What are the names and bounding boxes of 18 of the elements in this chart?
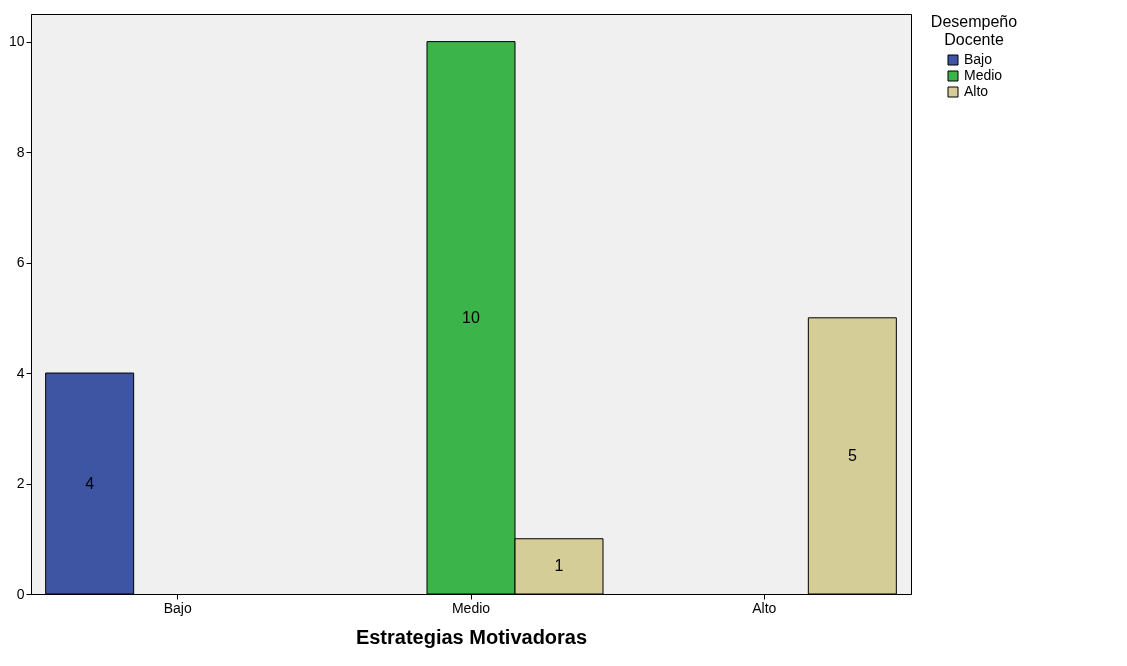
y-tick-label: 6 <box>16 254 25 271</box>
data-label: 1 <box>554 557 564 575</box>
y-tick-label: 2 <box>16 475 25 492</box>
y-tick-label: 10 <box>8 33 25 50</box>
legend-label: Alto <box>964 83 989 99</box>
y-tick-label: 0 <box>16 585 25 602</box>
legend-title: Desempeño Docente <box>930 13 1018 48</box>
legend-label: Bajo <box>964 51 993 67</box>
x-tick-label: Bajo <box>163 599 192 616</box>
data-label: 10 <box>462 308 480 326</box>
data-label: 5 <box>847 446 857 464</box>
y-tick-label: 8 <box>16 143 25 160</box>
x-tick-label: Alto <box>752 599 777 616</box>
x-tick-label: Medio <box>451 599 491 616</box>
legend-label: Medio <box>964 67 1003 83</box>
y-tick-label: 4 <box>16 364 25 381</box>
x-axis-title: Estrategias Motivadoras <box>355 625 588 648</box>
data-label: 4 <box>85 474 95 492</box>
